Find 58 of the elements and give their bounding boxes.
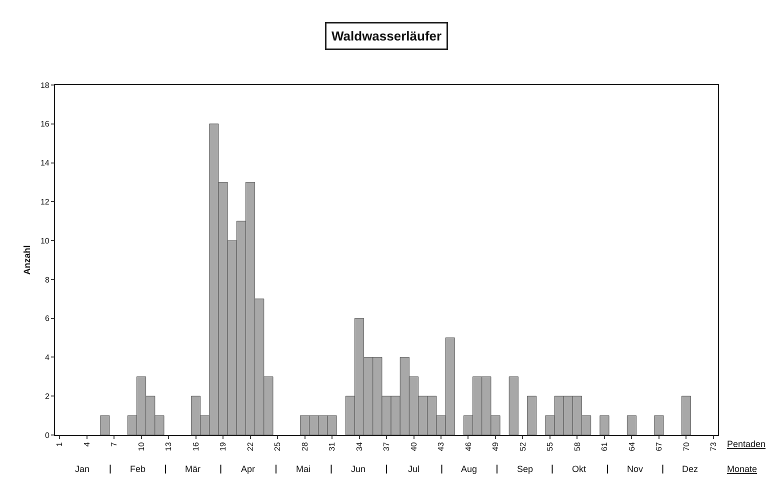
x-tick-label: 46	[464, 442, 473, 452]
y-tick-label: 14	[40, 158, 50, 168]
text: Mai	[296, 464, 311, 474]
bar	[508, 376, 518, 435]
bar	[100, 415, 110, 435]
x-tick-label: 55	[546, 442, 555, 452]
text: Jun	[351, 464, 366, 474]
text: Mär	[185, 464, 200, 474]
x-tick-label: 34	[354, 442, 364, 452]
x-tick-label: 1	[55, 442, 64, 447]
y-tick-label: 10	[40, 236, 50, 246]
x-tick-label: 16	[191, 442, 200, 452]
y-tick-label: 8	[44, 275, 50, 284]
text: Feb	[130, 464, 146, 474]
text: Jul	[408, 464, 420, 474]
x-tick-label: 61	[600, 442, 610, 452]
text: Apr	[241, 464, 256, 474]
x-tick-label: 40	[409, 442, 418, 452]
x-tick-label: 73	[709, 442, 718, 452]
x-tick-label: 19	[218, 442, 228, 452]
y-tick-label: 2	[44, 392, 50, 401]
bar	[527, 396, 537, 435]
y-tick-label: 12	[40, 197, 50, 206]
text: Monate	[727, 464, 758, 474]
x-tick-label: 58	[572, 442, 582, 452]
x-tick-label: 52	[518, 442, 528, 452]
x-axis-title: Pentaden	[727, 439, 766, 449]
y-tick-label: 18	[40, 80, 50, 90]
x-tick-label: 64	[627, 442, 636, 452]
bar	[626, 415, 637, 435]
x-tick-label: 10	[136, 442, 146, 452]
x-tick-label: 7	[110, 442, 119, 447]
bar	[681, 396, 691, 435]
x-tick-label: 22	[246, 442, 255, 452]
x-tick-label: 67	[654, 442, 664, 452]
x-tick-label: 13	[164, 442, 174, 452]
x-tick-label: 49	[491, 442, 500, 452]
bar	[654, 415, 664, 435]
x-tick-label: 70	[682, 442, 691, 452]
text: Jan	[75, 464, 90, 474]
x-tick-label: 25	[273, 442, 282, 452]
chart-title: Waldwasserläufer	[332, 28, 442, 44]
y-tick-label: 4	[44, 353, 50, 362]
x-tick-label: 43	[436, 442, 446, 452]
text: Okt	[572, 464, 586, 474]
y-tick-label: 0	[44, 430, 50, 440]
y-tick-label: 16	[40, 120, 50, 129]
text: Dez	[682, 464, 699, 474]
y-tick-label: 6	[44, 314, 50, 324]
y-axis-title: Anzahl	[22, 245, 32, 275]
x-tick-label: 37	[382, 442, 392, 452]
text: Aug	[461, 464, 478, 474]
x-tick-label: 31	[328, 442, 337, 452]
x-tick-label: 28	[300, 442, 310, 452]
bar	[600, 415, 610, 435]
text: Sep	[517, 464, 534, 474]
text: Nov	[627, 464, 644, 474]
x-tick-label: 4	[82, 442, 92, 447]
